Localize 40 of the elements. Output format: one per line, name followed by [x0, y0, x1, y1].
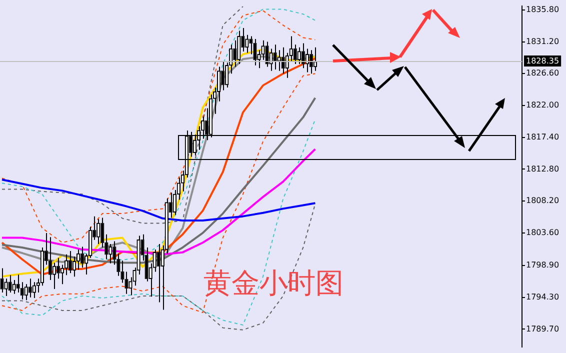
y-tick-label: 1798.90 — [526, 260, 560, 270]
line-series — [2, 118, 316, 326]
candlestick — [124, 271, 128, 294]
candlestick — [265, 41, 269, 68]
y-tick-label: 1831.20 — [526, 36, 560, 46]
y-tick-label: 1808.20 — [526, 196, 560, 206]
candlestick — [16, 274, 20, 293]
candlestick — [237, 30, 241, 64]
candlestick — [221, 60, 225, 91]
candlestick — [156, 244, 160, 303]
y-tick-label: 1812.80 — [526, 164, 560, 174]
candlestick — [108, 244, 112, 264]
candlestick — [313, 46, 318, 72]
candlestick — [24, 284, 28, 301]
candlestick — [12, 280, 16, 294]
candlestick — [4, 278, 8, 296]
ref-line-label: 1828.35 — [526, 56, 560, 66]
candlestick — [269, 48, 273, 72]
candlestick — [245, 34, 249, 54]
y-tick-label: 1822.00 — [526, 100, 560, 110]
candlestick — [8, 274, 12, 293]
candlestick — [60, 264, 64, 285]
line-series — [2, 73, 316, 314]
y-tick-label: 1826.60 — [526, 68, 560, 78]
candlestick — [28, 278, 32, 298]
text: 黄金小时图 — [204, 266, 344, 300]
line-series — [2, 6, 244, 224]
candlestick — [48, 236, 52, 281]
candlestick — [52, 262, 56, 290]
y-tick-label: 1817.40 — [526, 132, 560, 142]
candlestick — [0, 268, 4, 293]
y-tick-label: 1835.80 — [526, 5, 560, 14]
y-tick-label: 1803.60 — [526, 228, 560, 238]
candlestick — [32, 282, 36, 299]
candlestick — [253, 38, 257, 66]
y-tick-label: 1794.30 — [526, 292, 560, 302]
candlestick — [277, 50, 281, 72]
y-tick-label: 1789.70 — [526, 324, 560, 334]
candlestick — [273, 44, 277, 70]
candlestick — [96, 218, 100, 245]
